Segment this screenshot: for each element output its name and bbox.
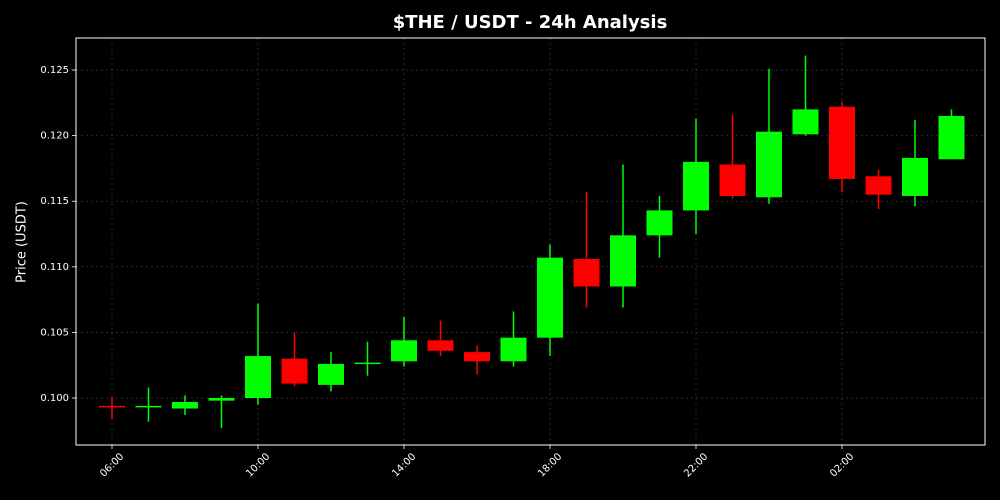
- x-tick-label: 14:00: [390, 451, 418, 479]
- candle-body: [208, 398, 235, 401]
- y-tick-label: 0.100: [40, 393, 69, 404]
- x-tick-label: 18:00: [536, 451, 564, 479]
- candle-body: [756, 131, 782, 198]
- candle-body: [683, 161, 709, 211]
- candle-body: [281, 358, 308, 384]
- candle-body: [792, 109, 819, 135]
- x-tick-label: 22:00: [682, 451, 710, 479]
- candle-body: [537, 257, 563, 338]
- x-tick-label: 10:00: [244, 451, 272, 479]
- candle-body: [318, 363, 344, 385]
- chart-title: $THE / USDT - 24h Analysis: [393, 12, 668, 33]
- candle-body: [245, 356, 271, 399]
- y-tick-label: 0.110: [40, 262, 69, 273]
- candle-body: [719, 164, 746, 196]
- candle-body: [902, 157, 928, 196]
- plot-frame: [75, 37, 986, 446]
- candle-body: [829, 106, 855, 179]
- candle-body: [464, 352, 490, 362]
- candle-body: [135, 405, 162, 408]
- candle-body: [172, 401, 198, 409]
- candle-body: [391, 340, 417, 362]
- candle-body: [573, 258, 600, 287]
- candle-body: [99, 405, 125, 408]
- candle-body: [865, 176, 892, 195]
- y-tick-label: 0.125: [40, 65, 69, 76]
- candle-body: [354, 362, 381, 365]
- candle-body: [500, 337, 527, 362]
- x-tick-label: 06:00: [98, 451, 126, 479]
- y-tick-label: 0.120: [40, 131, 69, 142]
- candle-body: [427, 340, 454, 351]
- y-tick-label: 0.105: [40, 327, 69, 338]
- y-tick-label: 0.115: [40, 196, 69, 207]
- x-tick-label: 02:00: [828, 451, 856, 479]
- candle-body: [938, 115, 965, 160]
- y-axis-label: Price (USDT): [15, 201, 30, 283]
- candle-body: [610, 235, 636, 287]
- candle-body: [646, 210, 673, 236]
